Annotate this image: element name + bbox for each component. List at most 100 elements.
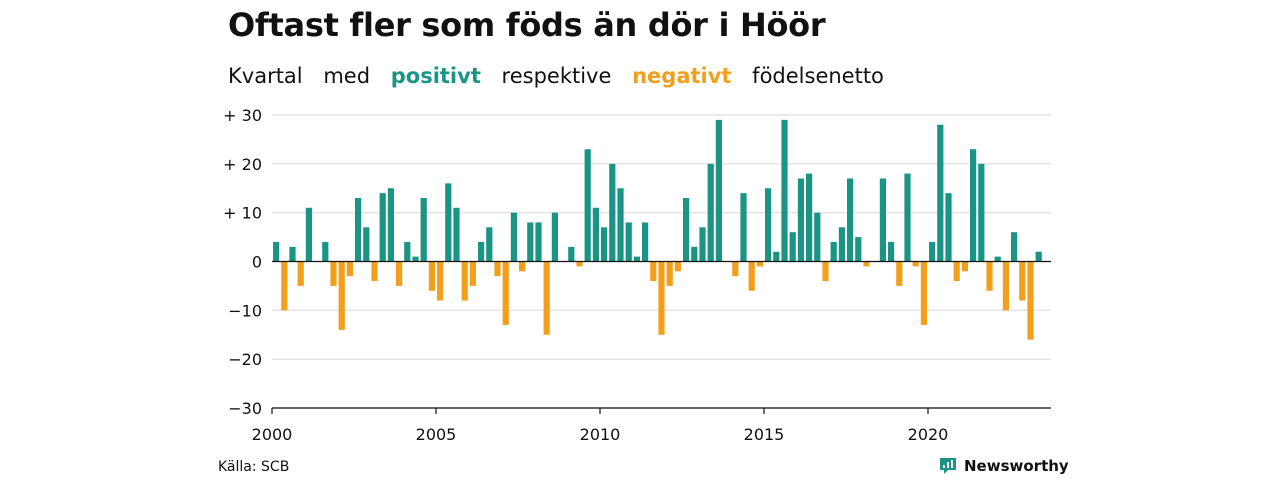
bar xyxy=(445,183,452,262)
bar xyxy=(937,124,944,262)
bar xyxy=(797,178,804,262)
bars xyxy=(273,119,1042,340)
bar xyxy=(576,261,583,267)
bar xyxy=(904,173,911,262)
bar xyxy=(912,261,919,267)
y-tick-label: −30 xyxy=(228,399,262,418)
bar xyxy=(387,188,394,262)
bar xyxy=(847,178,854,262)
bar xyxy=(330,261,337,286)
y-axis-tick-labels: + 30 + 20 + 10 0 −10 −20 −30 xyxy=(223,106,262,418)
bar xyxy=(740,193,747,262)
bar xyxy=(994,256,1001,262)
bar xyxy=(519,261,526,272)
bar xyxy=(289,246,296,262)
bar xyxy=(396,261,403,286)
bar xyxy=(715,119,722,262)
y-tick-label: 0 xyxy=(252,253,262,272)
bar xyxy=(961,261,968,272)
bar xyxy=(789,232,796,262)
bar xyxy=(920,261,927,325)
bar xyxy=(404,241,411,262)
bar xyxy=(502,261,509,325)
bar xyxy=(478,241,485,262)
bar xyxy=(437,261,444,301)
x-tick-label: 2000 xyxy=(252,425,293,444)
bar xyxy=(363,227,370,262)
bar xyxy=(592,207,599,262)
bar xyxy=(1019,261,1026,301)
bar xyxy=(707,163,714,262)
bar xyxy=(355,198,362,262)
bar xyxy=(371,261,378,282)
bar xyxy=(543,261,550,335)
bar xyxy=(830,241,837,262)
x-tick-label: 2015 xyxy=(744,425,785,444)
source-note: Källa: SCB xyxy=(218,459,290,475)
bar xyxy=(855,237,862,262)
bar xyxy=(773,251,780,262)
bar xyxy=(568,246,575,262)
bar xyxy=(617,188,624,262)
bar xyxy=(625,222,632,262)
bar xyxy=(535,222,542,262)
chart-title: Oftast fler som föds än dör i Höör xyxy=(228,6,826,44)
bar xyxy=(945,193,952,262)
bar xyxy=(756,261,763,267)
x-axis: 2000 2005 2010 2015 2020 xyxy=(252,407,1051,444)
subtitle-text: födelsenetto xyxy=(752,64,884,88)
y-tick-label: −10 xyxy=(228,301,262,320)
bar xyxy=(896,261,903,286)
bar xyxy=(305,207,312,262)
bar xyxy=(379,193,386,262)
subtitle-text: Kvartal xyxy=(228,64,303,88)
bar xyxy=(658,261,665,335)
bar xyxy=(601,227,608,262)
bar xyxy=(633,256,640,262)
x-tick-label: 2005 xyxy=(416,425,457,444)
bar xyxy=(650,261,657,282)
bar xyxy=(551,212,558,262)
bar xyxy=(281,261,288,311)
bar xyxy=(527,222,534,262)
bar xyxy=(806,173,813,262)
bar xyxy=(428,261,435,291)
bar xyxy=(1027,261,1034,340)
bar xyxy=(273,241,280,262)
bar xyxy=(863,261,870,267)
bar xyxy=(297,261,304,286)
bar xyxy=(879,178,886,262)
bar xyxy=(461,261,468,301)
bar xyxy=(666,261,673,286)
bar xyxy=(814,212,821,262)
bar xyxy=(838,227,845,262)
bar xyxy=(1002,261,1009,311)
x-tick-label: 2010 xyxy=(580,425,621,444)
bar xyxy=(781,119,788,262)
brand-name: Newsworthy xyxy=(964,457,1069,475)
bar xyxy=(494,261,501,277)
bar xyxy=(412,256,419,262)
bar xyxy=(683,198,690,262)
bar xyxy=(953,261,960,282)
bar xyxy=(765,188,772,262)
bar xyxy=(748,261,755,291)
bar xyxy=(1035,251,1042,262)
y-tick-label: + 20 xyxy=(223,155,262,174)
bar xyxy=(609,163,616,262)
bar xyxy=(978,163,985,262)
y-tick-label: + 10 xyxy=(223,204,262,223)
bar xyxy=(732,261,739,277)
subtitle-text: respektive xyxy=(501,64,612,88)
y-tick-label: + 30 xyxy=(223,106,262,125)
bar xyxy=(420,198,427,262)
subtitle-positive-highlight: positivt xyxy=(390,64,481,88)
bar xyxy=(642,222,649,262)
bar xyxy=(822,261,829,282)
bar xyxy=(486,227,493,262)
bar xyxy=(674,261,681,272)
bar xyxy=(1011,232,1018,262)
bar xyxy=(970,149,977,262)
bar xyxy=(469,261,476,286)
